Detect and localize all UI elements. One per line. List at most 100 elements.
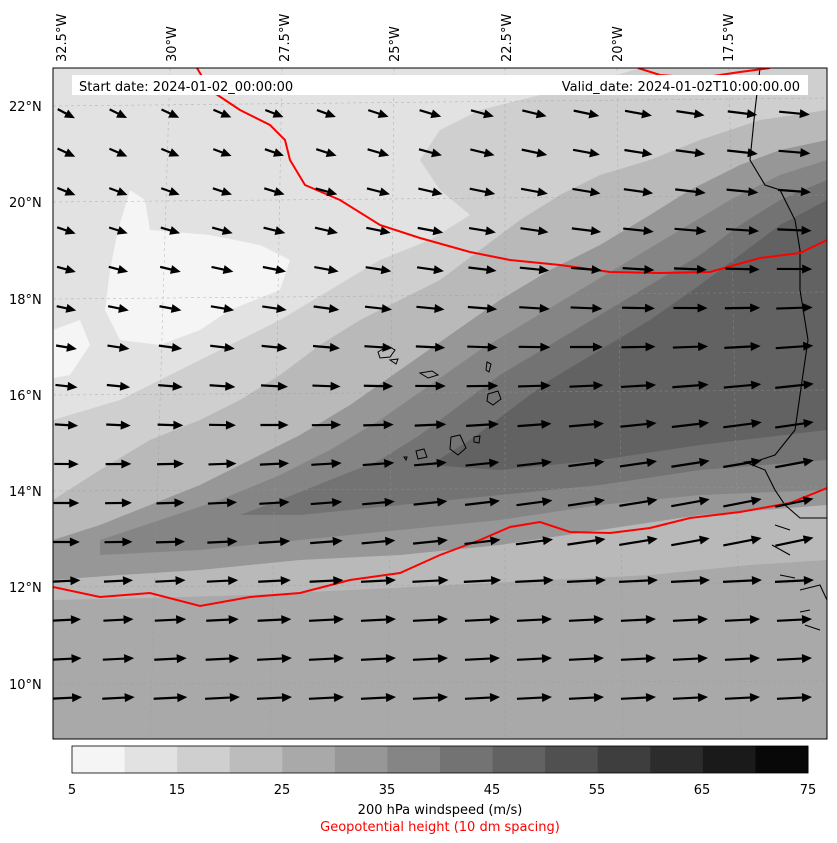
wind-arrow: [209, 420, 236, 430]
wind-arrow: [308, 654, 345, 664]
wind-arrow: [467, 303, 498, 313]
wind-arrow: [464, 536, 501, 546]
wind-arrow: [776, 654, 813, 664]
wind-arrow: [522, 109, 547, 119]
band-5-10: [105, 190, 290, 345]
wind-arrow: [415, 342, 446, 352]
wind-arrow: [57, 147, 76, 157]
colorbar-cell: [492, 746, 546, 773]
colorbar-frame: [71, 745, 809, 774]
lat-label-14n: 14°N: [9, 485, 42, 500]
wind-arrow: [53, 498, 80, 508]
wind-arrow: [624, 148, 653, 158]
wind-arrow: [776, 264, 813, 274]
wind-arrow: [517, 419, 552, 429]
wind-arrow: [722, 575, 762, 585]
wind-arrow: [105, 498, 132, 508]
band-25-30-south: [53, 560, 827, 739]
island-sao-vicente: [388, 358, 399, 365]
wind-arrow: [417, 226, 444, 236]
cb-tick-15: 15: [169, 783, 186, 798]
wind-arrow: [54, 420, 79, 430]
wind-arrow: [362, 458, 395, 468]
wind-arrow: [53, 693, 83, 703]
wind-arrow: [364, 304, 392, 314]
wind-arrow: [775, 341, 814, 351]
wind-arrow: [160, 226, 181, 235]
wind-arrow: [160, 147, 180, 157]
wind-arrow: [468, 265, 497, 275]
wind-arrow: [258, 576, 291, 586]
wind-arrow: [313, 304, 340, 314]
wind-arrow: [104, 537, 133, 547]
wind-arrow: [412, 654, 449, 664]
longitude-labels: 32.5°W 30°W 27.5°W 25°W 22.5°W 20°W 17.5…: [55, 14, 737, 62]
wind-arrow: [209, 381, 236, 391]
wind-arrow: [155, 537, 186, 547]
wind-arrow: [568, 419, 605, 429]
wind-arrow: [55, 342, 77, 352]
wind-arrow: [723, 457, 762, 469]
wind-arrow: [257, 615, 292, 625]
wind-arrow: [776, 303, 813, 313]
wind-arrow: [308, 615, 344, 625]
wind-arrow: [310, 497, 343, 507]
wind-arrow: [206, 615, 239, 625]
wind-arrow: [622, 264, 655, 274]
wind-arrow: [726, 187, 759, 197]
wind-arrow: [414, 458, 447, 468]
wind-arrow: [360, 576, 396, 586]
wind-arrow: [315, 148, 337, 157]
wind-arrow: [205, 654, 240, 664]
wind-arrow: [361, 536, 396, 546]
contour-north: [196, 68, 827, 275]
wind-arrow: [105, 459, 132, 469]
wind-arrow: [416, 304, 445, 314]
wind-arrow: [567, 535, 606, 546]
wind-arrow: [777, 225, 812, 235]
cb-tick-45: 45: [484, 783, 501, 798]
wind-arrow: [367, 109, 389, 118]
lon-label-20w: 20°W: [611, 26, 626, 62]
colorbar-cells: [72, 746, 809, 773]
wind-arrow: [672, 654, 709, 664]
wind-arrow: [466, 381, 499, 391]
wind-arrow: [157, 420, 184, 430]
lon-line-30: [149, 68, 171, 739]
wind-arrow: [212, 148, 232, 157]
wind-arrow: [360, 693, 397, 703]
wind-arrow: [156, 498, 185, 508]
wind-arrow: [675, 187, 706, 197]
colorbar-label-geopotential: Geopotential height (10 dm spacing): [320, 820, 560, 835]
wind-arrow: [207, 537, 238, 547]
wind-arrow: [571, 265, 602, 275]
map-frame: [52, 67, 828, 740]
wind-arrow: [53, 654, 82, 664]
wind-arrow: [311, 420, 342, 430]
cb-tick-35: 35: [379, 783, 396, 798]
wind-arrow: [53, 537, 80, 547]
wind-arrow: [516, 654, 553, 664]
colorbar-cell: [650, 746, 704, 773]
cb-tick-65: 65: [694, 783, 711, 798]
valid-date-text: Valid_date: 2024-01-02T10:00:00.00: [562, 80, 800, 95]
graticule: [53, 68, 827, 739]
wind-arrow: [211, 265, 234, 274]
wind-arrow: [518, 381, 551, 391]
wind-arrow: [516, 458, 552, 468]
lon-label-25w: 25°W: [388, 26, 403, 62]
wind-arrow: [412, 576, 449, 586]
wind-arrow: [412, 693, 449, 703]
wind-arrow: [724, 693, 761, 703]
wind-arrow: [724, 615, 761, 625]
lat-label-22n: 22°N: [9, 100, 42, 115]
lon-label-17-5w: 17.5°W: [722, 14, 737, 62]
wind-arrow: [727, 109, 758, 119]
wind-arrow: [469, 187, 496, 197]
wind-arrow: [724, 303, 761, 313]
lon-label-22-5w: 22.5°W: [500, 14, 515, 62]
wind-arrow: [724, 341, 761, 351]
wind-arrow: [676, 109, 705, 119]
wind-arrow: [619, 496, 658, 507]
map-panel: Start date: 2024-01-02_00:00:00 Valid_da…: [53, 68, 827, 739]
